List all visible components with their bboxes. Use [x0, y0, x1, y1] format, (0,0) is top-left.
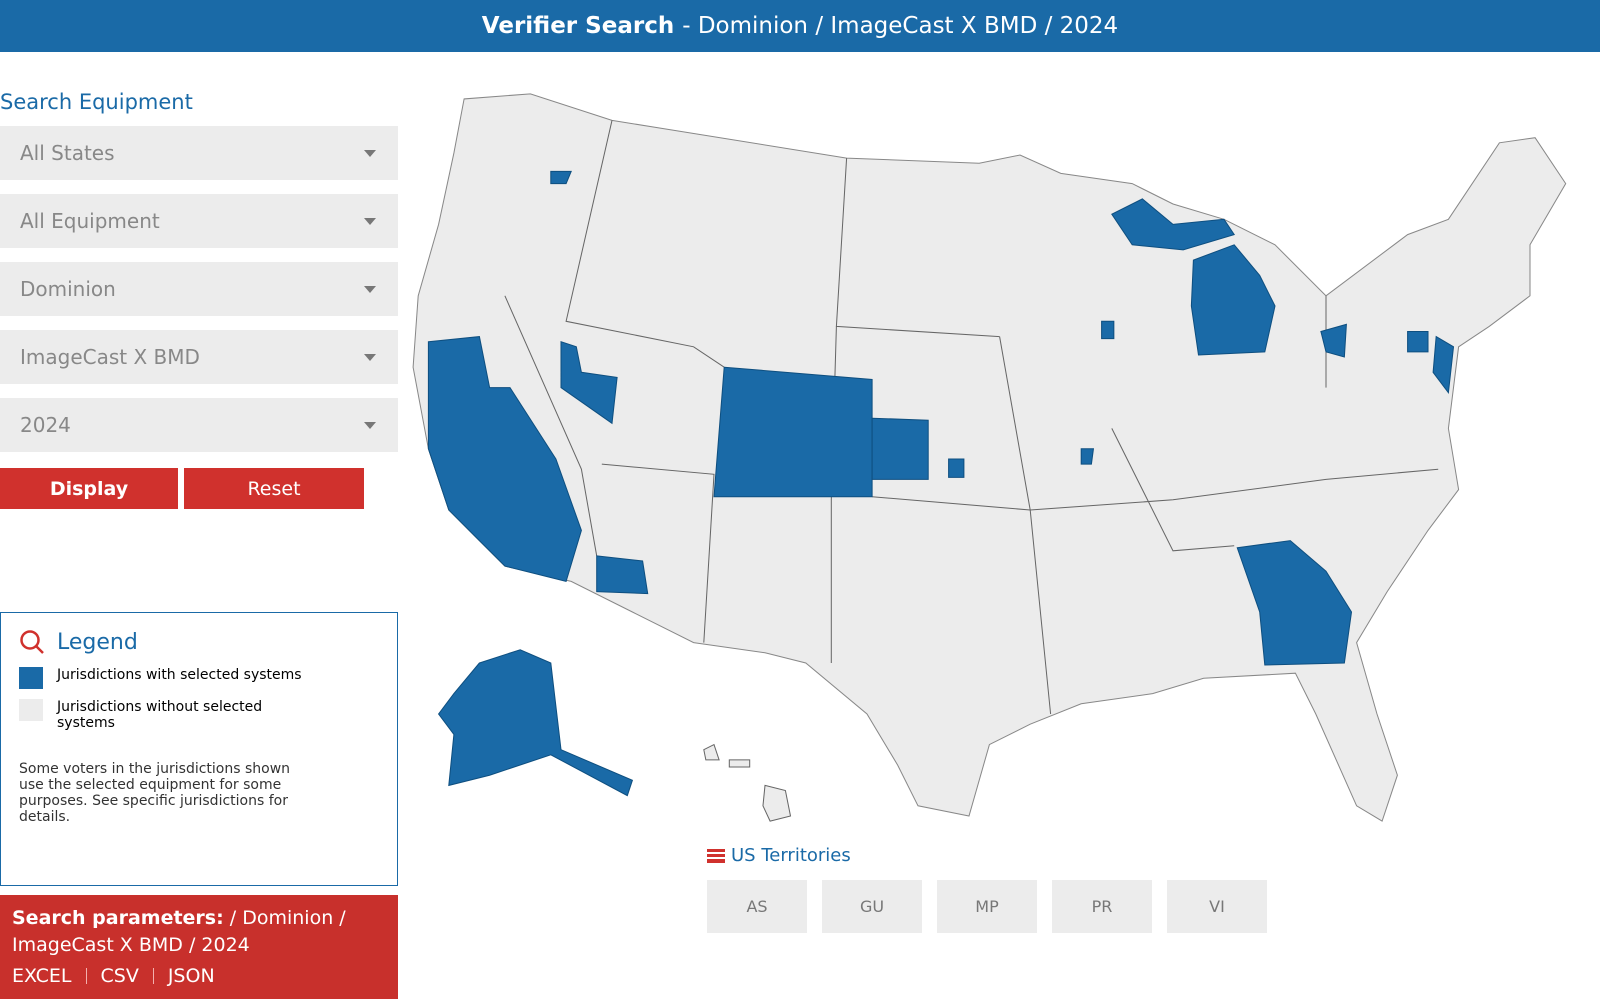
state-dropdown[interactable]: All States [0, 126, 398, 180]
search-heading: Search Equipment [0, 90, 193, 114]
search-parameters: Search parameters: / Dominion / ImageCas… [0, 895, 398, 999]
legend-item: Jurisdictions with selected systems [57, 667, 302, 683]
export-link[interactable]: JSON [152, 967, 229, 986]
display-button[interactable]: Display [0, 468, 178, 509]
search-icon [20, 630, 44, 654]
header-title: Verifier Search [481, 13, 675, 39]
legend-swatch [19, 667, 43, 689]
legend-note: Some voters in the jurisdictions shown u… [19, 761, 291, 825]
export-link[interactable]: CSV [85, 967, 153, 986]
territories-title: US Territories [731, 845, 851, 866]
legend-item: Jurisdictions without selected systems [57, 699, 263, 731]
equipment-dropdown[interactable]: All Equipment [0, 194, 398, 248]
territories: US Territories AS GU MP PR VI [707, 845, 1267, 933]
reset-button[interactable]: Reset [184, 468, 364, 509]
model-dropdown[interactable]: ImageCast X BMD [0, 330, 398, 384]
vendor-dropdown[interactable]: Dominion [0, 262, 398, 316]
territory-button[interactable]: GU [822, 880, 922, 933]
params-value: / Dominion / ImageCast X BMD / 2024 [12, 907, 346, 956]
territory-button[interactable]: PR [1052, 880, 1152, 933]
params-label: Search parameters: [12, 907, 224, 929]
territory-button[interactable]: AS [707, 880, 807, 933]
legend-swatch [19, 699, 43, 721]
export-link[interactable]: EXCEL [12, 965, 72, 987]
territory-button[interactable]: MP [937, 880, 1037, 933]
search-panel: Search Equipment All States All Equipmen… [0, 90, 398, 509]
year-dropdown[interactable]: 2024 [0, 398, 398, 452]
legend-title: Legend [57, 629, 138, 655]
flag-icon [707, 848, 725, 863]
header-subtitle: - Dominion / ImageCast X BMD / 2024 [682, 13, 1119, 39]
legend: Legend Jurisdictions with selected syste… [0, 612, 398, 886]
header: Verifier Search - Dominion / ImageCast X … [0, 0, 1600, 52]
territory-button[interactable]: VI [1167, 880, 1267, 933]
